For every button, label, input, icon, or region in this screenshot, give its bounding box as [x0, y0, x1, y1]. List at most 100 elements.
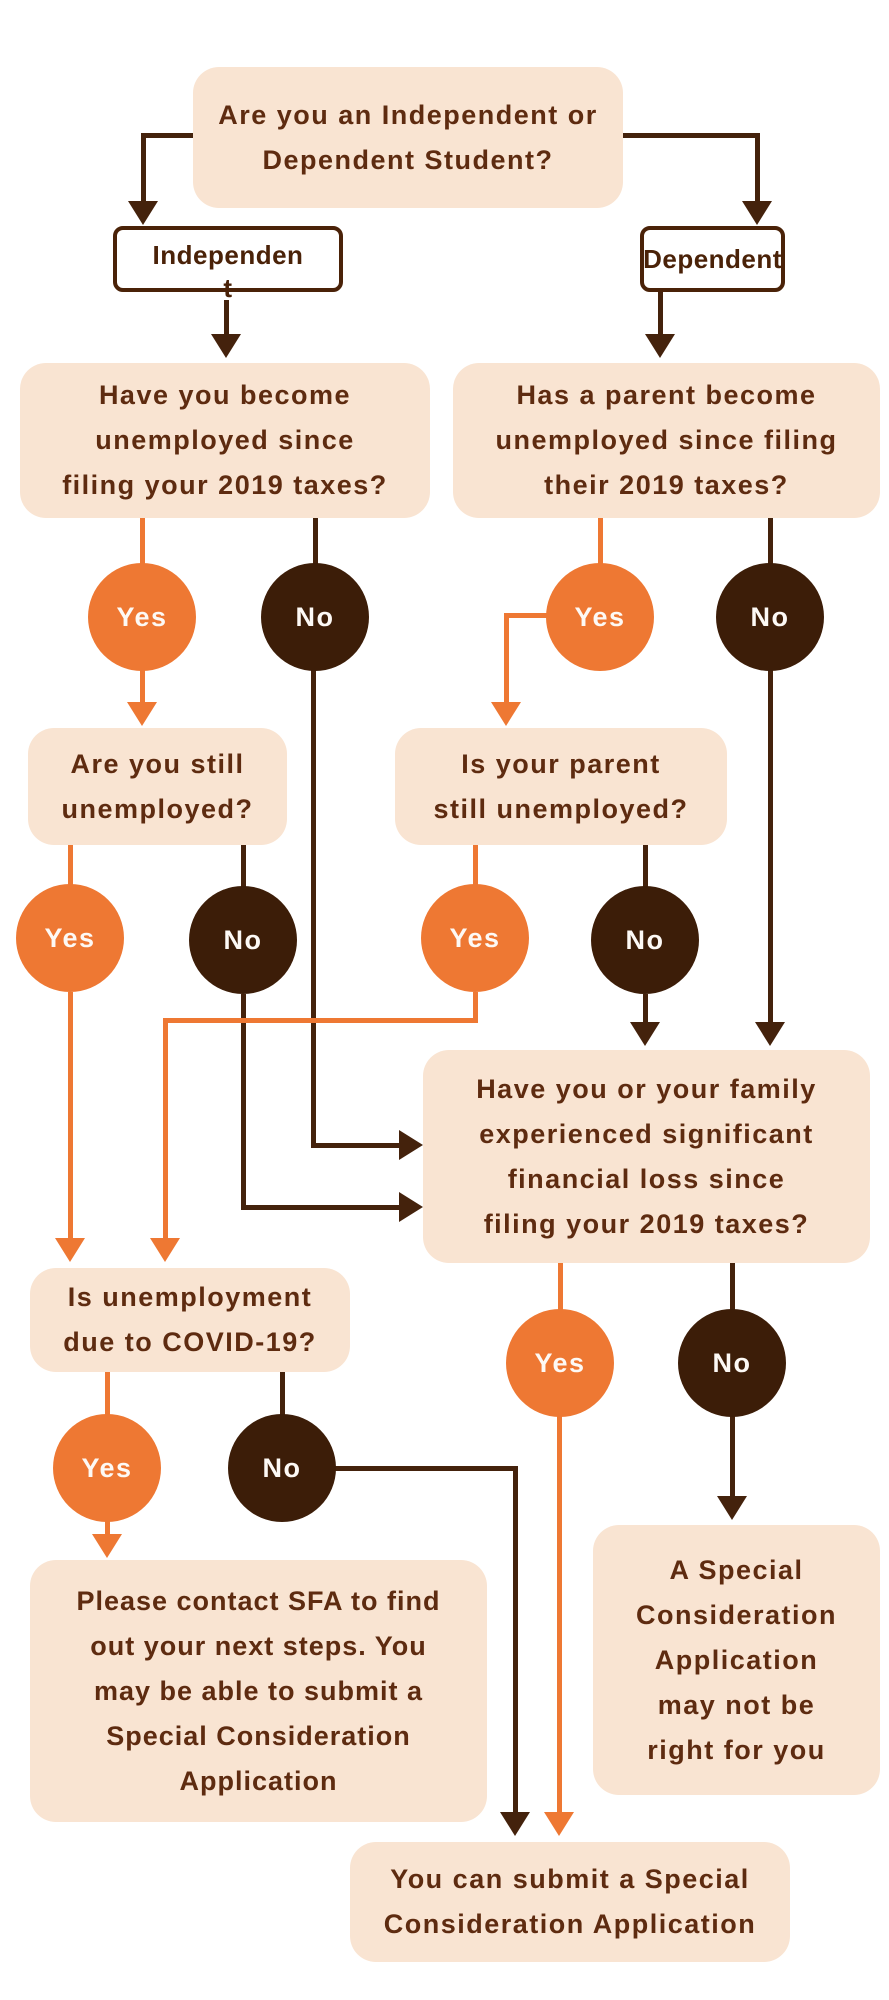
arrowhead-stillno-family	[399, 1192, 423, 1222]
question-independent-or-dependent: Are you an Independent or Dependent Stud…	[193, 67, 623, 208]
connector-qleft1-no	[313, 518, 318, 565]
connector-dependent-to-q1	[658, 292, 663, 334]
answer-text: Yes	[534, 1347, 586, 1378]
connector-qleft2-yes	[68, 845, 73, 888]
connector-covidno-down	[513, 1466, 518, 1812]
answer-text: Yes	[116, 601, 168, 632]
arrowhead-parentstillyes-covid	[150, 1238, 180, 1262]
branch-label-dependent: Dependent	[640, 226, 785, 292]
outcome-contact-sfa: Please contact SFA to find out your next…	[30, 1560, 487, 1822]
connector-qright2-yes	[473, 845, 478, 888]
question-text: Is unemployment due to COVID-19?	[63, 1282, 317, 1357]
connector-qleft2-no	[241, 845, 246, 890]
connector-qright2-no	[643, 845, 648, 890]
question-still-unemployed: Are you still unemployed?	[28, 728, 287, 845]
connector-parentyes-v	[504, 613, 509, 702]
question-parent-become-unemployed: Has a parent become unemployed since fil…	[453, 363, 880, 518]
question-text: Have you or your family experienced sign…	[476, 1073, 817, 1239]
question-become-unemployed: Have you become unemployed since filing …	[20, 363, 430, 518]
question-text: Is your parent still unemployed?	[433, 748, 689, 824]
connector-parentstillyes-down2	[163, 1018, 168, 1238]
connector-qright1-no	[768, 518, 773, 567]
question-text: Have you become unemployed since filing …	[62, 380, 388, 500]
answer-text: No	[262, 1452, 302, 1483]
outcome-text: You can submit a Special Consideration A…	[383, 1864, 757, 1939]
connector-top-to-independent-h	[143, 133, 200, 138]
question-unemployment-covid: Is unemployment due to COVID-19?	[30, 1268, 350, 1372]
branch-label-independent: Independen t	[113, 226, 343, 303]
answer-yes-covid: Yes	[53, 1414, 161, 1522]
answer-no-parent-became-unemployed: No	[716, 563, 824, 671]
connector-family-no	[730, 1263, 735, 1311]
arrowhead-to-independent	[128, 201, 158, 225]
connector-qright1-yes	[598, 518, 603, 565]
connector-covidyes-down	[105, 1520, 110, 1534]
answer-yes-financial-loss: Yes	[506, 1309, 614, 1417]
connector-top-to-dependent-h	[623, 133, 759, 138]
arrowhead-parentstillno-family	[630, 1022, 660, 1046]
arrowhead-yes1-qleft2	[127, 702, 157, 726]
connector-top-to-dependent-v	[755, 133, 760, 201]
connector-qleft1-yes	[140, 518, 145, 565]
connector-parentyes-h	[504, 613, 548, 618]
answer-text: No	[223, 924, 263, 955]
answer-yes-still-unemployed: Yes	[16, 884, 124, 992]
answer-text: Yes	[81, 1452, 133, 1483]
question-parent-still-unemployed: Is your parent still unemployed?	[395, 728, 727, 845]
answer-text: No	[750, 601, 790, 632]
answer-yes-became-unemployed: Yes	[88, 563, 196, 671]
connector-stillyes-down	[68, 992, 73, 1238]
arrowhead-dependent-q1	[645, 334, 675, 358]
answer-yes-parent-still-unemployed: Yes	[421, 884, 529, 992]
answer-text: No	[295, 601, 335, 632]
connector-parentstillyes-left	[163, 1018, 478, 1023]
arrowhead-covidyes-sfa	[92, 1534, 122, 1558]
connector-familyyes-down	[557, 1415, 562, 1812]
arrowhead-to-dependent	[742, 201, 772, 225]
connector-parentstillno-down	[643, 994, 648, 1022]
answer-no-became-unemployed: No	[261, 563, 369, 671]
answer-text: Yes	[574, 601, 626, 632]
outcome-may-not-be-right: A Special Consideration Application may …	[593, 1525, 880, 1795]
outcome-text: Please contact SFA to find out your next…	[76, 1585, 441, 1796]
connector-covidno-right	[334, 1466, 518, 1471]
answer-no-parent-still-unemployed: No	[591, 886, 699, 994]
answer-no-still-unemployed: No	[189, 886, 297, 994]
connector-family-yes	[558, 1263, 563, 1311]
answer-no-covid: No	[228, 1414, 336, 1522]
arrowhead-familyyes-submit	[544, 1812, 574, 1836]
connector-familyno-down	[730, 1415, 735, 1496]
connector-covid-yes	[105, 1372, 110, 1416]
answer-text: No	[712, 1347, 752, 1378]
connector-no1-down	[311, 669, 316, 1145]
answer-text: No	[625, 924, 665, 955]
connector-top-to-independent-v	[141, 133, 146, 201]
question-text: Has a parent become unemployed since fil…	[495, 380, 838, 500]
arrowhead-stillyes-covid	[55, 1238, 85, 1262]
answer-text: Yes	[44, 922, 96, 953]
question-financial-loss: Have you or your family experienced sign…	[423, 1050, 870, 1263]
arrowhead-no1-family	[399, 1130, 423, 1160]
branch-label-text: Independen t	[152, 240, 304, 303]
outcome-text: A Special Consideration Application may …	[635, 1554, 837, 1765]
question-text: Are you an Independent or Dependent Stud…	[218, 99, 598, 175]
connector-covid-no	[280, 1372, 285, 1416]
arrowhead-covidno-submit	[500, 1812, 530, 1836]
question-text: Are you still unemployed?	[61, 748, 254, 824]
arrowhead-parentno-family	[755, 1022, 785, 1046]
connector-yes1-to-qleft2	[140, 669, 145, 702]
arrowhead-independent-q1	[211, 334, 241, 358]
connector-stillno-down	[241, 994, 246, 1207]
connector-independent-to-q1	[224, 300, 229, 334]
outcome-can-submit: You can submit a Special Consideration A…	[350, 1842, 790, 1962]
branch-label-text: Dependent	[643, 243, 782, 274]
arrowhead-parentyes-qright2	[491, 702, 521, 726]
answer-text: Yes	[449, 922, 501, 953]
connector-no1-right	[311, 1143, 399, 1148]
answer-yes-parent-became-unemployed: Yes	[546, 563, 654, 671]
answer-no-financial-loss: No	[678, 1309, 786, 1417]
arrowhead-familyno-notright	[717, 1496, 747, 1520]
connector-parentstillyes-down1	[473, 992, 478, 1022]
connector-parentno-down	[768, 669, 773, 1022]
